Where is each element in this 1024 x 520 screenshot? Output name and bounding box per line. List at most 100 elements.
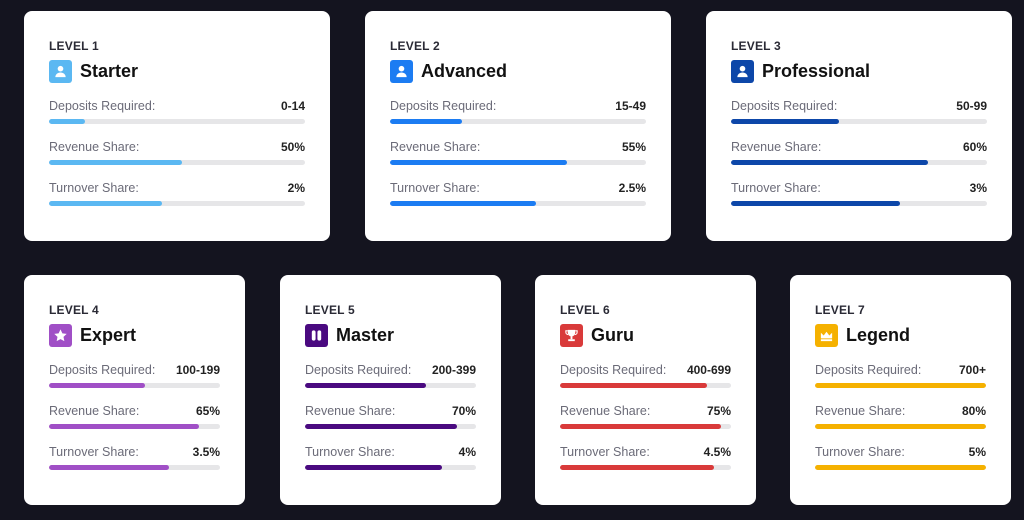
turnover-value: 5% [968,445,986,459]
level-number: LEVEL 6 [560,303,610,317]
revenue-value: 60% [962,140,987,154]
deposits-label: Deposits Required: [815,363,922,377]
turnover-label: Turnover Share: [560,445,650,459]
user-icon [49,59,72,83]
revenue-value: 70% [451,404,476,418]
revenue-progress-bar [49,424,220,429]
revenue-label: Revenue Share: [49,140,140,154]
turnover-label: Turnover Share: [49,445,139,459]
deposits-stat: Deposits Required: 700+ [815,362,986,388]
revenue-progress-bar [560,424,731,429]
turnover-label: Turnover Share: [390,181,480,195]
crown-icon [815,323,838,347]
turnover-value: 4.5% [703,445,731,459]
deposits-stat: Deposits Required: 100-199 [49,362,220,388]
turnover-stat: Turnover Share: 2% [49,180,305,206]
deposits-progress-bar [305,383,476,388]
deposits-label: Deposits Required: [560,363,667,377]
revenue-value: 75% [706,404,731,418]
revenue-label: Revenue Share: [390,140,481,154]
turnover-progress-bar [49,201,305,206]
revenue-value: 50% [280,140,305,154]
trophy-icon [560,323,583,347]
deposits-progress-bar [390,119,646,124]
turnover-label: Turnover Share: [815,445,905,459]
revenue-label: Revenue Share: [305,404,396,418]
turnover-value: 2.5% [618,181,646,195]
turnover-progress-bar [815,465,986,470]
revenue-stat: Revenue Share: 65% [49,403,220,429]
level-number: LEVEL 2 [390,39,440,53]
turnover-label: Turnover Share: [305,445,395,459]
revenue-stat: Revenue Share: 55% [390,139,646,165]
level-title: Expert [80,324,137,345]
deposits-progress-bar [49,119,305,124]
deposits-progress-bar [815,383,986,388]
deposits-stat: Deposits Required: 400-699 [560,362,731,388]
revenue-label: Revenue Share: [731,140,822,154]
user-icon [390,59,413,83]
level-number: LEVEL 3 [731,39,781,53]
turnover-stat: Turnover Share: 4.5% [560,444,731,470]
level-title: Master [336,324,395,345]
deposits-stat: Deposits Required: 50-99 [731,98,987,124]
revenue-label: Revenue Share: [560,404,651,418]
deposits-label: Deposits Required: [49,363,156,377]
deposits-value: 0-14 [280,99,305,113]
level-number: LEVEL 7 [815,303,865,317]
deposits-progress-bar [731,119,987,124]
level-card-starter: LEVEL 1 Starter Deposits Required: 0-14 R… [24,11,330,241]
deposits-stat: Deposits Required: 15-49 [390,98,646,124]
deposits-value: 200-399 [431,363,476,377]
level-card-advanced: LEVEL 2 Advanced Deposits Required: 15-49… [365,11,671,241]
revenue-label: Revenue Share: [815,404,906,418]
level-card-master: LEVEL 5 Master Deposits Required: 200-399… [280,275,501,505]
deposits-value: 100-199 [175,363,220,377]
turnover-value: 2% [287,181,305,195]
turnover-progress-bar [560,465,731,470]
turnover-value: 4% [458,445,476,459]
deposits-label: Deposits Required: [305,363,412,377]
deposits-stat: Deposits Required: 0-14 [49,98,305,124]
level-title: Professional [762,60,871,81]
level-title: Guru [591,324,634,345]
star-icon [49,323,72,347]
deposits-value: 50-99 [956,99,987,113]
deposits-value: 700+ [958,363,986,377]
turnover-stat: Turnover Share: 4% [305,444,476,470]
deposits-value: 15-49 [615,99,646,113]
revenue-progress-bar [390,160,646,165]
revenue-progress-bar [731,160,987,165]
revenue-stat: Revenue Share: 50% [49,139,305,165]
level-title: Starter [80,60,139,81]
revenue-progress-bar [49,160,305,165]
turnover-progress-bar [731,201,987,206]
deposits-label: Deposits Required: [731,99,838,113]
user-icon [731,59,754,83]
revenue-stat: Revenue Share: 80% [815,403,986,429]
pause-icon [305,323,328,347]
revenue-stat: Revenue Share: 60% [731,139,987,165]
revenue-value: 65% [195,404,220,418]
revenue-value: 55% [621,140,646,154]
level-title: Legend [846,324,911,345]
turnover-progress-bar [305,465,476,470]
turnover-stat: Turnover Share: 5% [815,444,986,470]
level-card-expert: LEVEL 4 Expert Deposits Required: 100-199… [24,275,245,505]
level-title: Advanced [421,60,508,81]
turnover-label: Turnover Share: [49,181,139,195]
level-number: LEVEL 1 [49,39,99,53]
deposits-stat: Deposits Required: 200-399 [305,362,476,388]
level-card-guru: LEVEL 6 Guru Deposits Required: 400-699 R… [535,275,756,505]
deposits-value: 400-699 [686,363,731,377]
deposits-label: Deposits Required: [49,99,156,113]
deposits-progress-bar [560,383,731,388]
deposits-progress-bar [49,383,220,388]
turnover-progress-bar [49,465,220,470]
turnover-value: 3% [969,181,987,195]
revenue-value: 80% [961,404,986,418]
turnover-value: 3.5% [192,445,220,459]
revenue-label: Revenue Share: [49,404,140,418]
turnover-progress-bar [390,201,646,206]
turnover-label: Turnover Share: [731,181,821,195]
